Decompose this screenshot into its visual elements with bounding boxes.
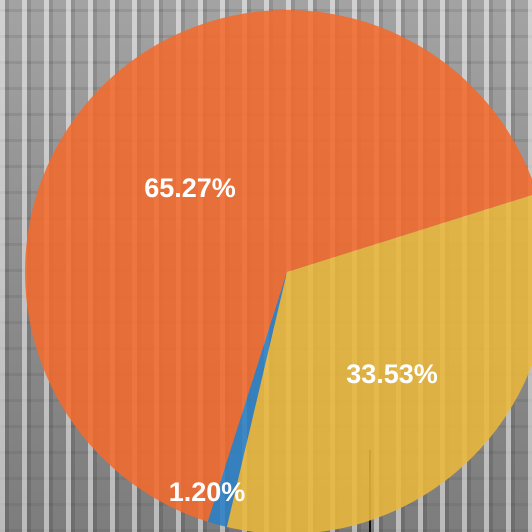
data-label: 1.20% xyxy=(169,477,246,507)
data-label: 33.53% xyxy=(346,359,438,389)
chart: 65.27% 33.53% 1.20% xyxy=(0,0,532,532)
page: 65.27%33.53%1.20% (() => { const data = … xyxy=(0,0,532,532)
data-label: 65.27% xyxy=(144,173,236,203)
